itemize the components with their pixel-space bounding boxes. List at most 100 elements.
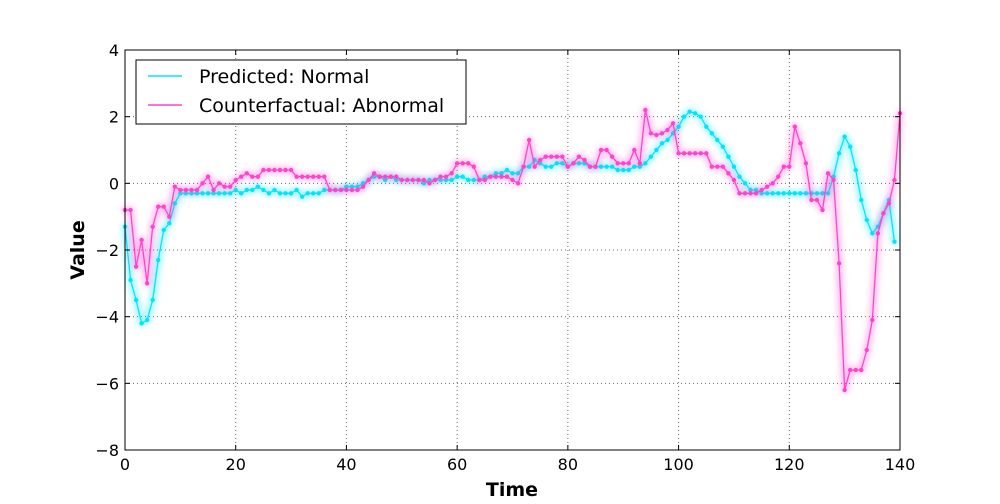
data-point-predicted-normal	[764, 191, 770, 196]
data-point-predicted-normal	[742, 181, 748, 186]
x-tick-label: 60	[447, 455, 467, 474]
data-point-predicted-normal	[737, 174, 742, 179]
y-tick-label: −8	[95, 441, 119, 460]
data-point-predicted-normal	[709, 131, 714, 136]
data-point-predicted-normal	[659, 141, 665, 146]
data-point-counterfactual-abnormal	[809, 197, 814, 203]
data-point-counterfactual-abnormal	[338, 187, 344, 193]
data-point-predicted-normal	[466, 177, 471, 183]
series-glow-predicted-normal	[121, 108, 898, 327]
data-point-counterfactual-abnormal	[416, 177, 421, 183]
data-point-predicted-normal	[510, 171, 515, 176]
data-point-counterfactual-abnormal	[316, 174, 321, 179]
data-point-counterfactual-abnormal	[526, 137, 532, 143]
data-point-counterfactual-abnormal	[626, 161, 631, 166]
data-point-counterfactual-abnormal	[183, 187, 189, 193]
data-point-predicted-normal	[244, 187, 249, 193]
data-point-counterfactual-abnormal	[665, 127, 670, 133]
data-point-predicted-normal	[870, 231, 875, 236]
data-point-predicted-normal	[205, 191, 211, 196]
data-point-counterfactual-abnormal	[311, 174, 316, 179]
data-point-counterfactual-abnormal	[471, 164, 476, 169]
data-point-counterfactual-abnormal	[814, 197, 820, 203]
data-point-predicted-normal	[449, 177, 454, 183]
data-point-predicted-normal	[167, 221, 172, 226]
y-axis-title: Value	[67, 220, 89, 279]
data-point-counterfactual-abnormal	[504, 174, 510, 179]
data-point-predicted-normal	[814, 191, 820, 196]
y-tick-label: 0	[109, 174, 119, 193]
data-point-counterfactual-abnormal	[454, 161, 460, 166]
data-point-counterfactual-abnormal	[382, 174, 388, 179]
y-tick-label: 4	[109, 41, 119, 60]
legend-label-counterfactual-abnormal: Counterfactual: Abnormal	[199, 95, 444, 117]
data-point-counterfactual-abnormal	[759, 187, 764, 193]
data-point-counterfactual-abnormal	[587, 164, 593, 169]
data-point-counterfactual-abnormal	[781, 164, 786, 169]
data-point-counterfactual-abnormal	[571, 161, 576, 166]
data-point-counterfactual-abnormal	[432, 177, 438, 183]
data-point-counterfactual-abnormal	[615, 161, 620, 166]
data-point-predicted-normal	[687, 109, 692, 114]
data-point-predicted-normal	[554, 161, 559, 166]
data-point-counterfactual-abnormal	[776, 174, 781, 179]
data-point-predicted-normal	[665, 137, 670, 143]
data-point-counterfactual-abnormal	[787, 164, 792, 169]
data-point-counterfactual-abnormal	[537, 157, 543, 163]
data-point-predicted-normal	[864, 217, 869, 223]
data-point-counterfactual-abnormal	[698, 151, 703, 156]
data-point-counterfactual-abnormal	[261, 167, 266, 173]
data-point-counterfactual-abnormal	[643, 107, 648, 113]
data-point-counterfactual-abnormal	[355, 187, 360, 193]
data-point-counterfactual-abnormal	[394, 174, 399, 179]
data-point-counterfactual-abnormal	[244, 171, 249, 176]
data-point-counterfactual-abnormal	[250, 174, 255, 179]
data-point-predicted-normal	[787, 191, 792, 196]
data-point-counterfactual-abnormal	[272, 167, 277, 173]
data-point-counterfactual-abnormal	[621, 161, 626, 166]
axis-ticks: 0 20 40 60 80 100 120 140 −8 −6 −4 −2 0 2 4	[95, 41, 915, 474]
data-point-predicted-normal	[250, 187, 255, 193]
data-point-predicted-normal	[277, 191, 283, 196]
data-point-counterfactual-abnormal	[322, 174, 327, 179]
data-point-predicted-normal	[604, 164, 609, 169]
data-point-counterfactual-abnormal	[366, 177, 371, 183]
data-point-predicted-normal	[715, 137, 720, 143]
data-point-counterfactual-abnormal	[255, 174, 261, 179]
data-point-counterfactual-abnormal	[604, 147, 609, 153]
data-point-counterfactual-abnormal	[305, 174, 310, 179]
data-point-counterfactual-abnormal	[847, 367, 853, 373]
data-point-counterfactual-abnormal	[499, 174, 504, 179]
data-point-predicted-normal	[720, 144, 726, 149]
data-point-counterfactual-abnormal	[576, 154, 582, 159]
data-point-counterfactual-abnormal	[687, 151, 692, 156]
data-point-counterfactual-abnormal	[266, 167, 272, 173]
data-point-counterfactual-abnormal	[875, 231, 881, 236]
data-point-counterfactual-abnormal	[720, 164, 726, 169]
data-point-counterfactual-abnormal	[654, 132, 659, 138]
data-point-predicted-normal	[471, 177, 476, 183]
data-point-counterfactual-abnormal	[327, 187, 333, 193]
data-point-predicted-normal	[847, 144, 853, 149]
data-point-counterfactual-abnormal	[427, 181, 432, 186]
data-point-counterfactual-abnormal	[565, 164, 571, 169]
data-point-counterfactual-abnormal	[593, 164, 598, 169]
data-point-predicted-normal	[305, 191, 310, 196]
data-point-predicted-normal	[133, 297, 139, 303]
data-point-counterfactual-abnormal	[139, 237, 144, 243]
series-predicted-normal	[121, 108, 898, 327]
legend-box	[135, 59, 467, 125]
data-point-counterfactual-abnormal	[648, 131, 654, 136]
data-point-counterfactual-abnormal	[831, 177, 836, 183]
data-point-predicted-normal	[227, 191, 233, 196]
data-point-counterfactual-abnormal	[510, 177, 515, 183]
data-point-counterfactual-abnormal	[825, 171, 831, 176]
data-point-predicted-normal	[272, 187, 277, 193]
data-point-counterfactual-abnormal	[233, 177, 238, 183]
data-point-predicted-normal	[454, 174, 460, 179]
data-point-counterfactual-abnormal	[194, 187, 200, 193]
series-line-predicted-normal	[124, 111, 896, 324]
data-point-counterfactual-abnormal	[277, 167, 283, 173]
data-point-counterfactual-abnormal	[488, 174, 493, 179]
